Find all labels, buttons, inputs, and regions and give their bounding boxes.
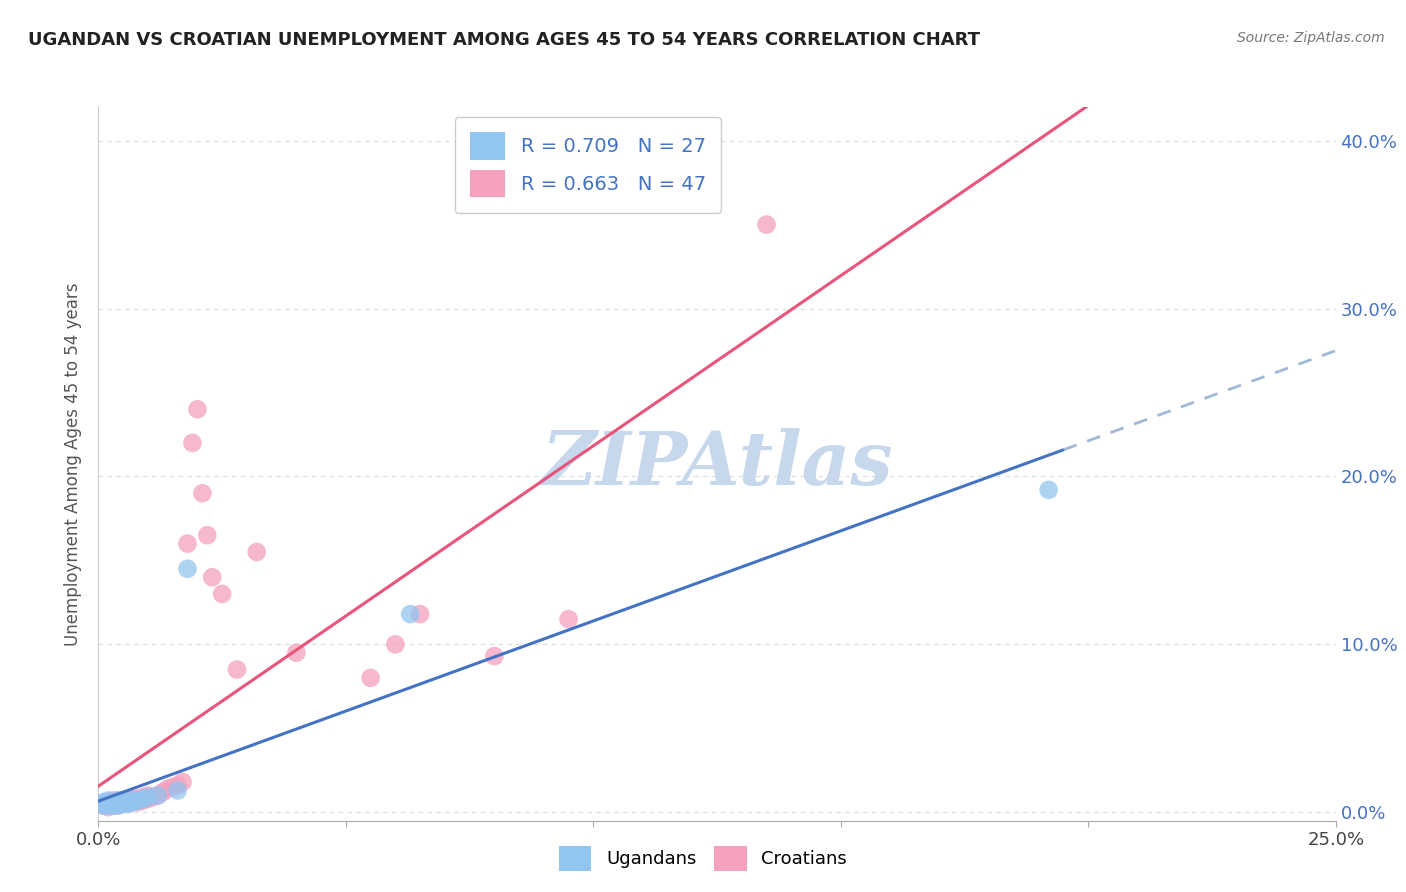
Point — [117, 797, 139, 811]
Point — [136, 790, 159, 805]
Point — [93, 795, 115, 809]
Point — [117, 792, 139, 806]
Point — [146, 789, 169, 803]
Point — [107, 798, 129, 813]
Point — [360, 671, 382, 685]
Point — [103, 798, 125, 813]
Point — [97, 793, 120, 807]
Point — [97, 797, 120, 811]
Point — [172, 775, 194, 789]
Point — [97, 795, 120, 809]
Point — [112, 793, 135, 807]
Point — [112, 797, 135, 811]
Point — [103, 795, 125, 809]
Point — [103, 798, 125, 813]
Point — [97, 800, 120, 814]
Point — [136, 789, 159, 803]
Point — [166, 778, 188, 792]
Point — [112, 795, 135, 809]
Point — [132, 790, 155, 805]
Point — [112, 793, 135, 807]
Point — [93, 798, 115, 813]
Point — [176, 562, 198, 576]
Point — [1038, 483, 1060, 497]
Point — [117, 795, 139, 809]
Point — [107, 793, 129, 807]
Point — [127, 792, 149, 806]
Point — [97, 797, 120, 811]
Point — [152, 785, 174, 799]
Point — [211, 587, 233, 601]
Point — [122, 792, 145, 806]
Point — [146, 789, 169, 803]
Point — [117, 797, 139, 811]
Point — [97, 798, 120, 813]
Point — [107, 795, 129, 809]
Text: Source: ZipAtlas.com: Source: ZipAtlas.com — [1237, 31, 1385, 45]
Point — [557, 612, 579, 626]
Point — [195, 528, 218, 542]
Point — [399, 607, 422, 621]
Point — [122, 795, 145, 809]
Point — [112, 797, 135, 811]
Text: ZIPAtlas: ZIPAtlas — [541, 427, 893, 500]
Point — [285, 646, 308, 660]
Point — [191, 486, 214, 500]
Point — [127, 795, 149, 809]
Point — [142, 790, 165, 805]
Point — [186, 402, 208, 417]
Point — [103, 793, 125, 807]
Point — [409, 607, 432, 621]
Point — [201, 570, 224, 584]
Point — [156, 781, 179, 796]
Point — [117, 795, 139, 809]
Legend: Ugandans, Croatians: Ugandans, Croatians — [551, 838, 855, 879]
Point — [107, 795, 129, 809]
Point — [93, 797, 115, 811]
Point — [107, 798, 129, 813]
Legend: R = 0.709   N = 27, R = 0.663   N = 47: R = 0.709 N = 27, R = 0.663 N = 47 — [454, 117, 721, 212]
Point — [132, 792, 155, 806]
Point — [93, 797, 115, 811]
Point — [246, 545, 269, 559]
Point — [226, 663, 249, 677]
Point — [162, 780, 184, 794]
Point — [755, 218, 778, 232]
Point — [103, 797, 125, 811]
Point — [136, 792, 159, 806]
Point — [122, 795, 145, 809]
Point — [132, 793, 155, 807]
Point — [484, 649, 506, 664]
Point — [181, 435, 204, 450]
Y-axis label: Unemployment Among Ages 45 to 54 years: Unemployment Among Ages 45 to 54 years — [65, 282, 83, 646]
Text: UGANDAN VS CROATIAN UNEMPLOYMENT AMONG AGES 45 TO 54 YEARS CORRELATION CHART: UGANDAN VS CROATIAN UNEMPLOYMENT AMONG A… — [28, 31, 980, 49]
Point — [122, 793, 145, 807]
Point — [103, 797, 125, 811]
Point — [127, 793, 149, 807]
Point — [107, 793, 129, 807]
Point — [93, 798, 115, 813]
Point — [384, 637, 406, 651]
Point — [176, 536, 198, 550]
Point — [166, 783, 188, 797]
